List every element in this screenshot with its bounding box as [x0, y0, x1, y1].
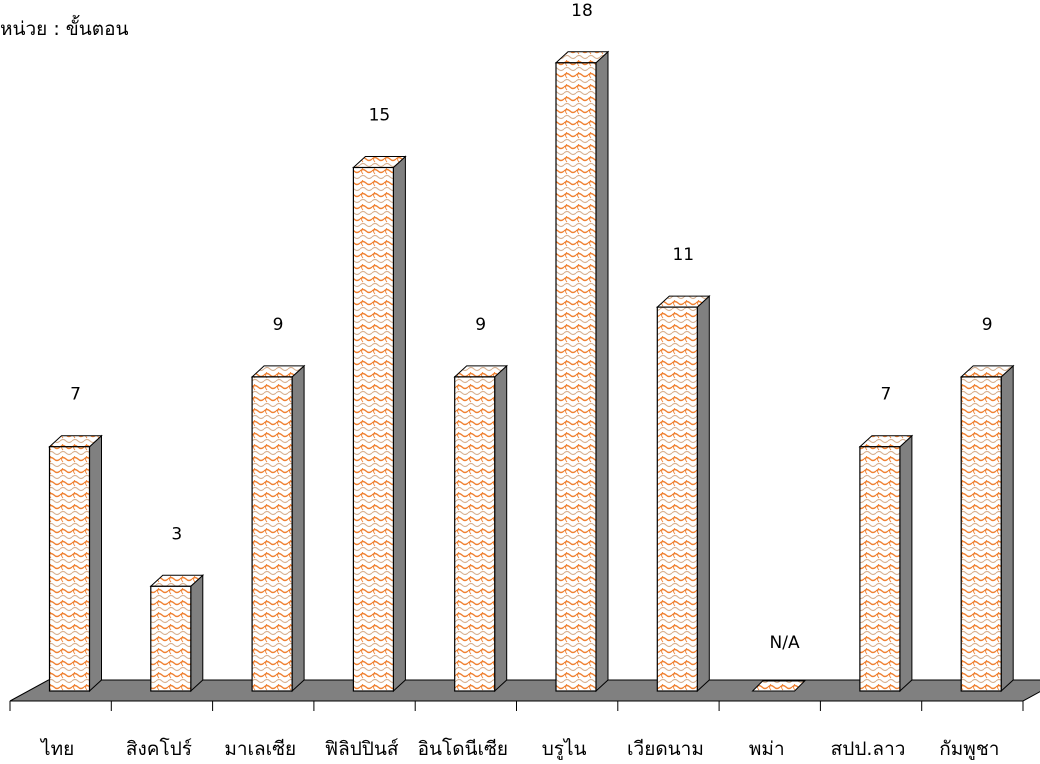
- data-label: 7: [880, 385, 891, 405]
- bar-side: [392, 155, 406, 693]
- category-label: มาเลเซีย: [224, 738, 296, 760]
- bar-empty: [751, 680, 806, 692]
- bar-side: [595, 50, 609, 693]
- data-label: 18: [571, 1, 593, 21]
- bars: [48, 50, 1015, 693]
- bar-side: [494, 364, 508, 693]
- category-label: ฟิลิปปินส์: [325, 738, 399, 760]
- category-label: สปป.ลาว: [831, 738, 906, 760]
- bar-side: [190, 574, 204, 693]
- bar: [352, 166, 394, 692]
- category-label: เวียดนาม: [627, 738, 704, 760]
- category-label: บรูไน: [542, 738, 587, 760]
- category-label: อินโดนีเซีย: [418, 737, 508, 760]
- unit-label: หน่วย : ขั้นตอน: [0, 18, 129, 40]
- bar: [48, 446, 91, 692]
- data-label: 7: [70, 385, 81, 405]
- data-label: 9: [273, 315, 284, 335]
- category-label: สิงคโปร์: [126, 737, 192, 760]
- bar: [454, 376, 496, 692]
- data-label: N/A: [770, 633, 800, 653]
- data-label: 9: [475, 315, 486, 335]
- bar: [555, 62, 597, 692]
- bar: [150, 585, 192, 692]
- bar-side: [1000, 364, 1014, 693]
- bar-side: [899, 434, 913, 693]
- bar: [960, 376, 1002, 692]
- bar-side: [291, 364, 305, 693]
- data-labels: 7 3 9 15 9 18 11 N/A 7 9: [70, 1, 993, 653]
- bar-side: [696, 294, 710, 693]
- bar: [859, 446, 901, 692]
- bar-side: [89, 434, 102, 693]
- data-label: 3: [171, 524, 182, 544]
- bar: [656, 306, 698, 692]
- bar: [251, 376, 293, 692]
- data-label: 15: [369, 106, 391, 126]
- category-label: ไทย: [39, 738, 74, 760]
- data-label: 11: [672, 245, 694, 265]
- data-label: 9: [982, 315, 993, 335]
- x-axis: ไทย สิงคโปร์ มาเลเซีย ฟิลิปปินส์ อินโดนีเซีย…: [9, 700, 1024, 760]
- category-label: พม่า: [749, 738, 785, 760]
- category-label: กัมพูชา: [939, 738, 999, 760]
